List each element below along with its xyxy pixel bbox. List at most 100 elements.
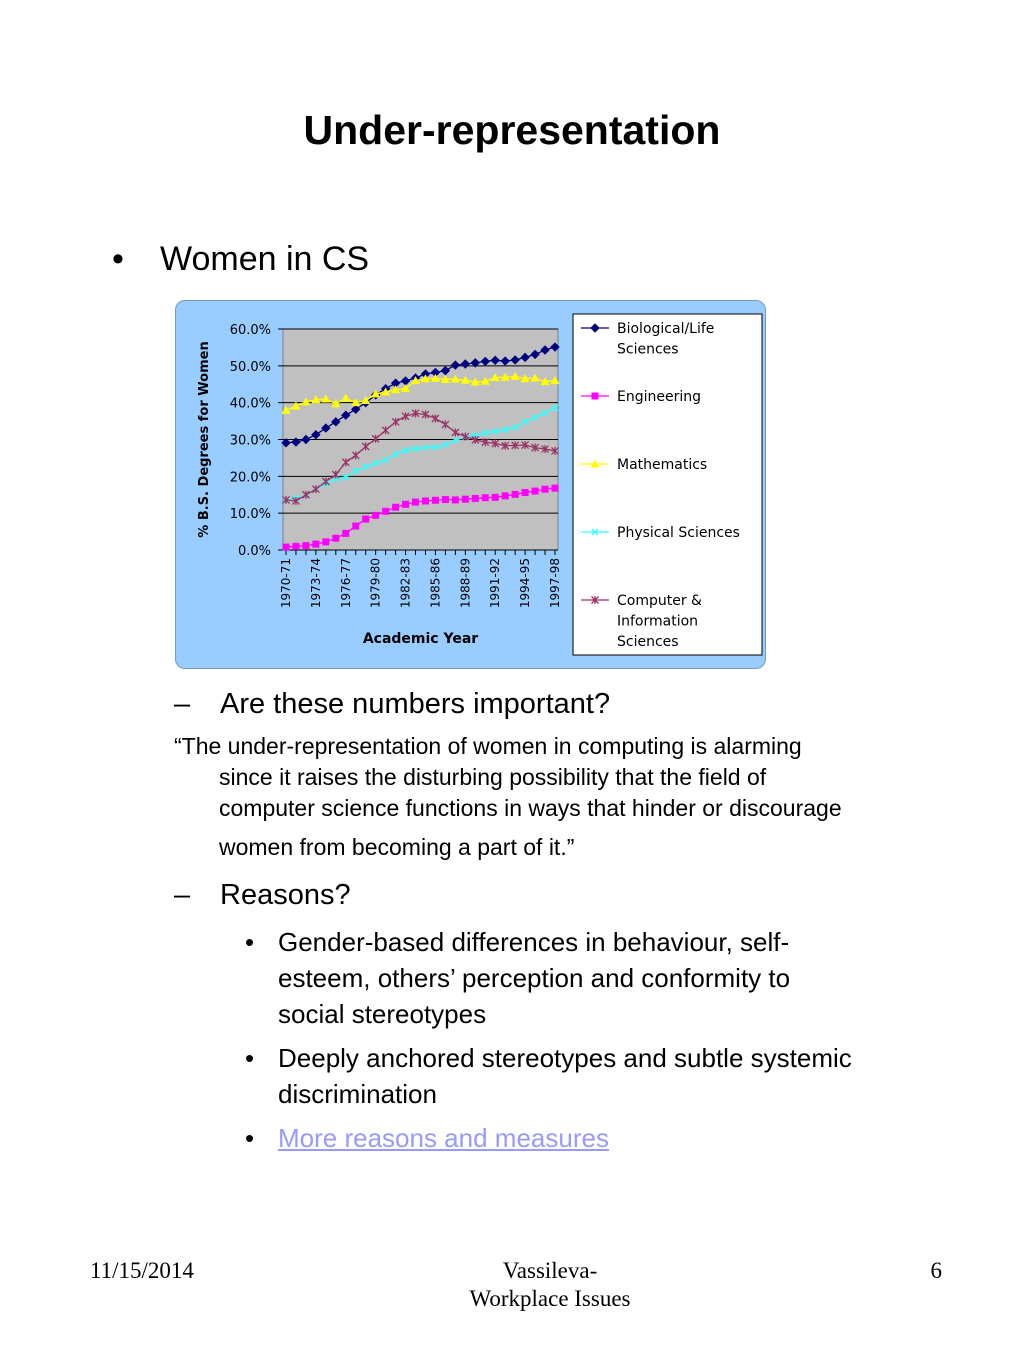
data-point (332, 534, 340, 542)
footer-title-line: Workplace Issues (469, 1286, 631, 1311)
data-point (282, 543, 290, 551)
data-point (321, 477, 330, 486)
y-tick-label: 60.0% (230, 323, 271, 338)
data-point (511, 441, 520, 450)
legend-marker (591, 596, 599, 604)
legend-marker (590, 323, 600, 333)
data-point (331, 399, 341, 408)
data-point (461, 495, 469, 503)
reasons-text: Reasons? (220, 879, 351, 911)
y-tick-label: 20.0% (230, 470, 271, 485)
data-point (392, 503, 400, 511)
data-point (301, 490, 310, 499)
data-point (401, 384, 411, 393)
data-point (341, 410, 351, 420)
line-chart: 0.0% 10.0% 20.0% 30.0% 40.0% 50.0% 60.0% 1970-7… (197, 313, 763, 656)
data-point (441, 496, 449, 504)
bullet-marker: • (245, 1043, 255, 1073)
data-point (501, 441, 510, 450)
data-point (301, 434, 311, 445)
data-point (382, 507, 390, 515)
reason-line: discrimination (278, 1079, 437, 1109)
data-point (321, 423, 331, 433)
data-point (531, 443, 540, 452)
y-axis-title: % B.S. Degrees for Women (197, 341, 212, 537)
data-point (551, 404, 559, 412)
legend-label: Sciences (617, 634, 679, 650)
data-point (430, 373, 440, 382)
data-point (281, 438, 291, 448)
data-point (420, 374, 430, 383)
bullet-marker: • (112, 240, 124, 278)
data-point (372, 459, 380, 467)
data-point (391, 417, 400, 426)
main-bullet-text: Women in CS (160, 240, 370, 278)
legend-label: Mathematics (617, 457, 707, 473)
data-point (431, 496, 439, 504)
legend-label: Sciences (617, 342, 679, 358)
data-point (361, 442, 370, 451)
data-point (471, 435, 480, 444)
data-point (382, 456, 390, 464)
data-point (441, 441, 449, 449)
more-reasons-link[interactable]: More reasons and measures (278, 1123, 609, 1153)
data-point (531, 413, 539, 421)
data-point (451, 436, 459, 444)
y-tick-label: 30.0% (230, 434, 271, 449)
data-point (381, 426, 390, 435)
data-point (480, 356, 490, 367)
data-point (411, 445, 420, 453)
data-point (281, 405, 291, 414)
data-point (292, 497, 300, 506)
data-point (501, 426, 509, 434)
data-point (451, 496, 459, 504)
data-point (411, 409, 420, 418)
data-point (541, 485, 549, 493)
data-point (341, 458, 350, 467)
dash-marker: – (174, 879, 191, 911)
chart-panel: 0.0% 10.0% 20.0% 30.0% 40.0% 50.0% 60.0% 1970-7… (175, 300, 766, 669)
reason-line: Deeply anchored stereotypes and subtle s… (278, 1043, 852, 1073)
data-point (372, 511, 380, 519)
data-point (351, 398, 361, 407)
data-point (500, 372, 510, 381)
data-point (391, 385, 401, 394)
slide-title: Under-representation (303, 107, 721, 153)
series-line (285, 487, 556, 548)
data-point (352, 522, 360, 530)
quote-line: women from becoming a part of it.” (219, 834, 575, 860)
series-line (285, 375, 556, 411)
footer-title-line: Vassileva- (502, 1258, 598, 1283)
data-point (311, 430, 321, 440)
x-tick-label: 1997-98 (548, 558, 562, 608)
data-point (550, 376, 560, 385)
legend-marker (591, 528, 599, 536)
data-point (402, 447, 410, 455)
legend-label: Engineering (617, 389, 701, 405)
legend-label: Computer & (617, 593, 702, 609)
legend-label: Biological/Life (617, 321, 714, 337)
data-point (291, 401, 301, 410)
data-point (311, 485, 320, 494)
reason-text: More reasons and measures (278, 1120, 609, 1156)
data-point (491, 493, 499, 501)
data-point (392, 450, 400, 458)
data-point (421, 497, 429, 505)
data-point (331, 417, 341, 427)
data-point (501, 492, 509, 500)
data-point (460, 359, 471, 369)
data-point (362, 463, 370, 471)
data-point (520, 352, 530, 363)
data-point (371, 389, 381, 398)
data-point (470, 358, 481, 368)
x-tick-label: 1976-77 (339, 558, 353, 608)
data-point (342, 529, 350, 537)
data-point (531, 487, 539, 495)
reason-line: Gender-based differences in behaviour, s… (278, 927, 790, 957)
data-point (421, 410, 430, 419)
x-tick-label: 1994-95 (518, 558, 532, 608)
data-point (342, 473, 350, 481)
data-point (450, 374, 460, 383)
data-point (480, 376, 490, 385)
reason-text: Gender-based differences in behaviour, s… (278, 924, 790, 1032)
